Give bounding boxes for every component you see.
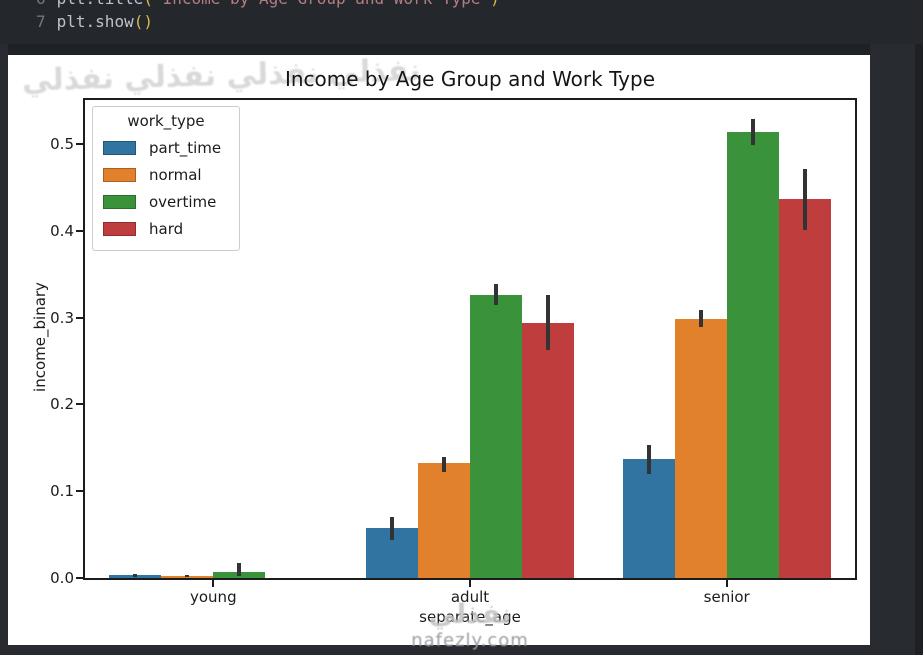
- y-tick-mark: [76, 229, 83, 232]
- watermark-site-url: nafezly.com: [411, 630, 529, 651]
- chart-title: Income by Age Group and Work Type: [284, 67, 656, 91]
- bar-normal-senior: [674, 319, 727, 578]
- x-tick-mark: [212, 580, 215, 587]
- bar-part_time-senior: [622, 459, 675, 578]
- error-bar-normal-young: [185, 574, 190, 578]
- code-line-7[interactable]: 7 plt.show(): [36, 11, 153, 33]
- y-tick-mark: [76, 577, 83, 579]
- error-bar-overtime-adult: [494, 283, 498, 306]
- error-bar-part_time-senior: [646, 445, 651, 474]
- figure-margin-left: [0, 44, 8, 655]
- legend-swatch-normal: [103, 167, 136, 182]
- legend-label: hard: [149, 219, 184, 238]
- legend-item-normal: normal: [103, 161, 229, 188]
- code-token: (): [133, 12, 153, 31]
- legend-label: overtime: [149, 192, 217, 211]
- x-tick-label-young: young: [190, 588, 237, 606]
- legend-swatch-part_time: [103, 140, 136, 155]
- legend-item-hard: hard: [103, 215, 229, 242]
- legend-label: normal: [149, 165, 202, 184]
- code-token: 'Income by Age Group and Work Type': [153, 0, 490, 8]
- figure-margin-right: [870, 44, 923, 655]
- error-bar-overtime-young: [237, 563, 242, 577]
- legend-label: part_time: [149, 138, 222, 157]
- code-token: ): [490, 0, 500, 8]
- figure-margin-bottom: [0, 645, 923, 655]
- y-tick-label: 0.3: [50, 308, 74, 327]
- error-bar-normal-adult: [442, 457, 446, 473]
- code-token: (: [143, 0, 153, 8]
- watermark-arabic: نفذلي: [428, 599, 512, 630]
- x-tick-mark: [469, 580, 471, 587]
- error-bar-part_time-young: [133, 573, 138, 578]
- error-bar-normal-senior: [698, 309, 703, 328]
- y-tick-label: 0.4: [50, 221, 74, 240]
- y-tick-mark: [76, 403, 83, 406]
- y-axis-label: income_binary: [31, 282, 49, 392]
- x-axis-label: separate_age: [419, 608, 521, 626]
- error-bar-part_time-adult: [390, 517, 394, 540]
- code-line-6[interactable]: 6 plt.title('Income by Age Group and Work…: [36, 0, 500, 10]
- code-editor[interactable]: 6 plt.title('Income by Age Group and Work…: [0, 0, 923, 44]
- code-token: plt.title: [57, 0, 144, 8]
- y-tick-mark: [76, 316, 83, 319]
- x-tick-label-adult: adult: [450, 588, 490, 606]
- error-bar-hard-adult: [546, 295, 550, 350]
- y-tick-label: 0.0: [50, 569, 74, 587]
- bar-hard-senior: [778, 198, 831, 578]
- y-tick-label: 0.2: [50, 395, 74, 414]
- legend-item-overtime: overtime: [103, 188, 229, 215]
- bar-overtime-senior: [726, 131, 779, 578]
- y-tick-mark: [76, 490, 83, 493]
- code-token: plt.show: [56, 12, 134, 31]
- bar-normal-young: [161, 576, 214, 578]
- legend-swatch-overtime: [103, 194, 136, 209]
- chart-figure: نفذلي نفذلي نفذلي نفذلي Income by Age Gr…: [8, 53, 870, 645]
- legend-item-part_time: part_time: [103, 134, 229, 161]
- y-tick-label: 0.5: [50, 135, 74, 153]
- y-tick-mark: [76, 143, 83, 145]
- bar-overtime-adult: [470, 295, 522, 578]
- bar-normal-adult: [418, 463, 470, 578]
- plot-area: [83, 98, 857, 580]
- x-tick-mark: [725, 580, 728, 587]
- error-bar-overtime-senior: [750, 118, 755, 145]
- error-bar-hard-senior: [802, 169, 807, 230]
- legend-swatch-hard: [103, 221, 136, 236]
- legend-title: work_type: [127, 112, 205, 130]
- bar-hard-adult: [522, 322, 574, 578]
- x-tick-label-senior: senior: [703, 588, 750, 606]
- y-tick-label: 0.1: [50, 482, 74, 501]
- line-number: 6: [36, 0, 46, 8]
- line-number: 7: [36, 12, 46, 31]
- scrollbar-track[interactable]: [915, 44, 923, 655]
